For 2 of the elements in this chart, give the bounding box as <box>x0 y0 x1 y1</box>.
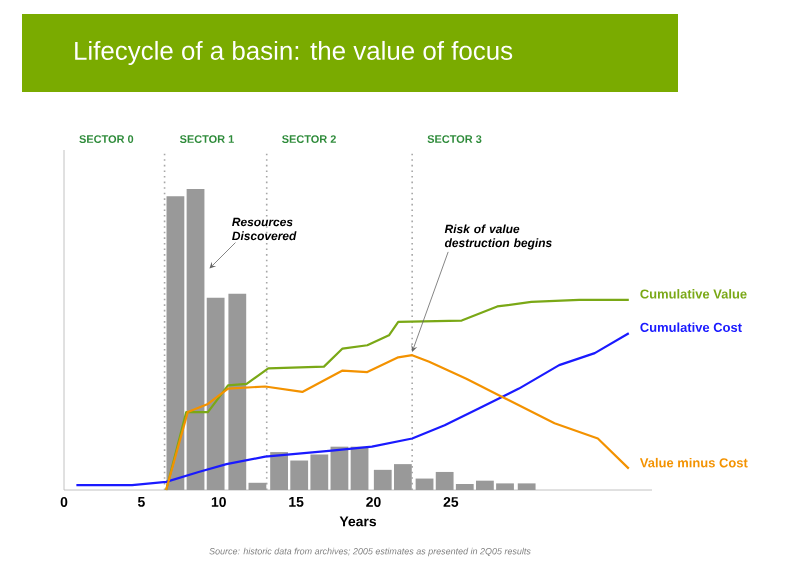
chart-title: Lifecycle of a basin: the value of focus <box>75 40 513 66</box>
bar <box>517 483 536 490</box>
